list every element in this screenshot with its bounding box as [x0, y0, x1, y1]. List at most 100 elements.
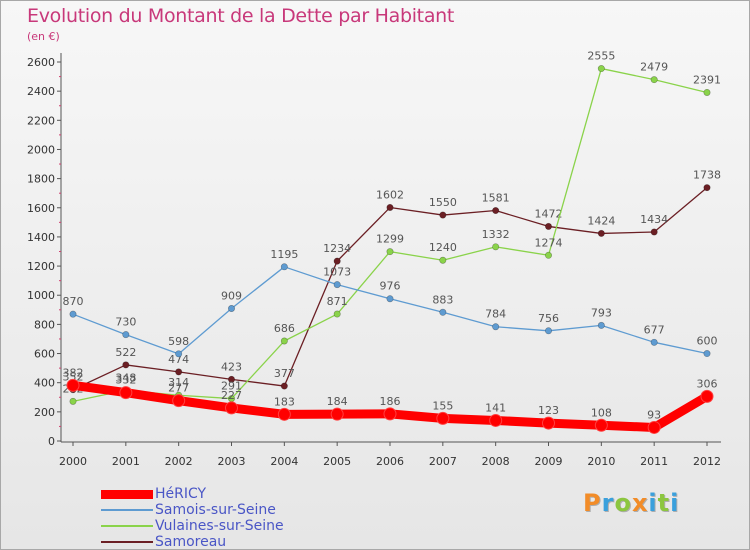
logo-letter: i: [670, 489, 680, 517]
chart-title: Evolution du Montant de la Dette par Hab…: [27, 5, 455, 27]
data-point: [439, 308, 447, 316]
data-point: [122, 361, 130, 369]
data-point: [597, 321, 605, 329]
data-point: [122, 331, 130, 339]
data-point: [650, 228, 658, 236]
data-label: 352: [63, 371, 84, 384]
data-label: 909: [221, 289, 242, 302]
data-label: 1332: [482, 228, 510, 241]
data-point: [225, 401, 238, 415]
legend-swatch-vulaines: [101, 525, 153, 527]
x-tick-label: 2008: [482, 455, 510, 468]
data-point: [703, 350, 711, 358]
data-label: 1550: [429, 196, 457, 209]
data-label: 141: [485, 401, 506, 414]
data-point: [228, 375, 236, 383]
logo-letter: o: [614, 489, 632, 517]
chart-subtitle: (en €): [27, 30, 60, 43]
y-tick-label: 400: [34, 377, 55, 390]
data-point: [492, 243, 500, 251]
data-label: 155: [432, 399, 453, 412]
logo-letter: t: [657, 489, 671, 517]
data-point: [597, 229, 605, 237]
x-tick-label: 2003: [218, 455, 246, 468]
legend-label-samoreau: Samoreau: [155, 534, 227, 550]
data-label: 186: [380, 395, 401, 408]
y-tick-label: 0: [48, 435, 55, 448]
data-label: 600: [697, 335, 718, 348]
data-point: [647, 420, 661, 434]
legend-label-samois: Samois-sur-Seine: [155, 502, 276, 518]
data-label: 522: [115, 346, 136, 359]
logo-letter: P: [583, 489, 602, 517]
data-label: 870: [63, 295, 84, 308]
data-point: [172, 394, 186, 408]
data-point: [386, 248, 394, 256]
logo-letter: x: [631, 489, 649, 517]
data-label: 1472: [535, 207, 563, 220]
data-point: [333, 310, 341, 318]
y-tick-label: 2400: [27, 85, 55, 98]
x-tick-label: 2001: [112, 455, 140, 468]
data-label: 793: [591, 306, 612, 319]
data-label: 677: [644, 323, 665, 336]
legend-swatch-hericy: [101, 489, 153, 499]
data-point: [386, 295, 394, 303]
data-label: 227: [221, 389, 242, 402]
data-point: [280, 263, 288, 271]
data-point: [228, 304, 236, 312]
y-tick-label: 600: [34, 348, 55, 361]
data-point: [175, 350, 183, 358]
x-tick-label: 2006: [376, 455, 404, 468]
data-label: 686: [274, 322, 295, 335]
data-point: [492, 323, 500, 331]
data-point: [66, 378, 80, 392]
data-label: 1274: [535, 236, 563, 249]
x-tick-label: 2009: [535, 455, 563, 468]
data-label: 1195: [270, 248, 298, 261]
data-point: [492, 207, 500, 215]
data-label: 184: [327, 395, 348, 408]
data-label: 598: [168, 335, 189, 348]
x-tick-label: 2005: [323, 455, 351, 468]
legend-swatch-samois: [101, 509, 153, 511]
data-label: 784: [485, 308, 506, 321]
data-point: [383, 407, 397, 421]
y-tick-label: 1800: [27, 173, 55, 186]
data-point: [650, 76, 658, 84]
data-label: 1299: [376, 233, 404, 246]
x-tick-label: 2010: [587, 455, 615, 468]
y-tick-label: 2000: [27, 143, 55, 156]
data-label: 1434: [640, 213, 668, 226]
data-label: 314: [168, 376, 189, 389]
data-point: [333, 257, 341, 265]
x-tick-label: 2011: [640, 455, 668, 468]
data-point: [333, 281, 341, 289]
data-point: [439, 211, 447, 219]
y-tick-label: 800: [34, 318, 55, 331]
data-label: 1234: [323, 242, 351, 255]
legend-label-vulaines: Vulaines-sur-Seine: [155, 518, 284, 534]
data-point: [650, 338, 658, 346]
data-point: [489, 413, 503, 427]
data-point: [330, 407, 344, 421]
data-label: 474: [168, 353, 189, 366]
y-tick-label: 1400: [27, 231, 55, 244]
logo-letter: i: [648, 489, 658, 517]
data-point: [280, 382, 288, 390]
y-tick-label: 1600: [27, 202, 55, 215]
data-point: [277, 407, 291, 421]
data-label: 1581: [482, 192, 510, 205]
x-tick-label: 2004: [270, 455, 298, 468]
y-tick-label: 2600: [27, 56, 55, 69]
data-label: 1738: [693, 169, 721, 182]
data-label: 2391: [693, 73, 721, 86]
data-label: 93: [647, 408, 661, 421]
data-label: 277: [168, 382, 189, 395]
data-point: [544, 222, 552, 230]
y-tick-label: 200: [34, 406, 55, 419]
x-tick-label: 2007: [429, 455, 457, 468]
data-point: [119, 386, 133, 400]
data-point: [69, 310, 77, 318]
